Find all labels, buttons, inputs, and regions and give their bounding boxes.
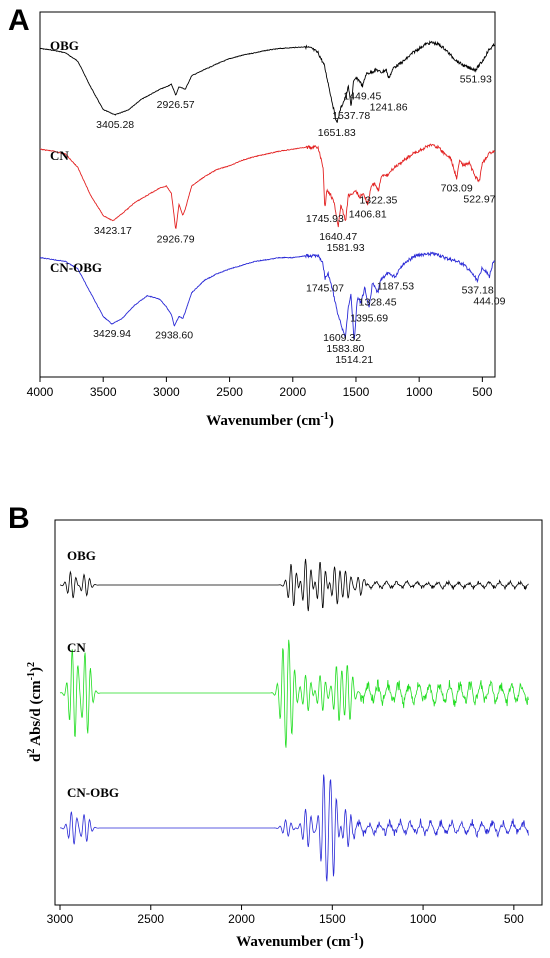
x-tick-label: 1000 (406, 385, 433, 399)
panel-b-x-ticks: 3000 2500 2000 1500 1000 500 (47, 905, 524, 926)
series-line-cn (39, 143, 496, 229)
peak-label-obg: 1241.86 (370, 102, 408, 114)
x-tick-label: 500 (504, 912, 524, 926)
peak-label-obg: 1537.78 (332, 110, 370, 122)
x-tick-label: 4000 (27, 385, 54, 399)
peak-label-cn-obg: 1395.69 (350, 313, 388, 325)
series-line-obg (39, 40, 496, 123)
peak-label-cn: 703.09 (441, 183, 473, 195)
peak-label-obg: 1651.83 (318, 127, 356, 139)
x-tick-label: 2000 (279, 385, 306, 399)
panel-b-y-axis-label: d2 Abs/d (cm-1)2 (26, 662, 44, 762)
peak-label-obg: 1449.45 (343, 91, 381, 103)
peak-label-cn: 1745.93 (306, 213, 344, 225)
peak-label-obg: 551.93 (460, 74, 492, 86)
second-derivative-line-cn-obg (60, 774, 529, 882)
peak-label-cn: 2926.79 (157, 233, 195, 245)
panel-b-x-axis-label: Wavenumber (cm-1) (236, 932, 364, 950)
panel-a-series-group (39, 40, 496, 340)
second-derivative-line-obg (59, 558, 529, 612)
x-tick-label: 3000 (153, 385, 180, 399)
peak-label-cn-obg: 1514.21 (335, 354, 373, 366)
x-tick-label: 500 (472, 385, 492, 399)
x-tick-label: 3500 (90, 385, 117, 399)
peak-label-cn: 522.97 (463, 194, 495, 206)
peak-label-cn-obg: 1583.80 (326, 343, 364, 355)
x-tick-label: 2500 (137, 912, 164, 926)
series-name-cn-obg: CN-OBG (67, 785, 119, 800)
panel-a-letter: A (8, 4, 30, 37)
peak-label-cn: 3423.17 (94, 225, 132, 237)
peak-label-obg: 3405.28 (96, 119, 134, 131)
x-tick-label: 2500 (216, 385, 243, 399)
panel-a-frame (39, 11, 496, 378)
panel-a: A OBG 3405.28 2926.57 1651.83 1537.78 1449.45… (8, 4, 506, 429)
peak-label-cn: 1581.93 (327, 242, 365, 254)
peak-label-cn-obg: 1187.53 (377, 280, 414, 292)
peak-label-cn-obg: 2938.60 (155, 330, 193, 342)
series-name-cn: CN (67, 640, 86, 655)
series-name-obg: OBG (67, 548, 96, 563)
panel-a-peak-labels: OBG 3405.28 2926.57 1651.83 1537.78 1449.4512… (50, 38, 506, 366)
panel-b-series-group: OBG CN CN-OBG (59, 548, 529, 882)
series-name-cn-obg: CN-OBG (50, 260, 102, 275)
panel-b-frame (54, 519, 543, 906)
peak-label-cn: 1322.35 (359, 195, 397, 207)
peak-label-obg: 2926.57 (157, 99, 195, 111)
peak-label-cn: 1406.81 (349, 208, 387, 220)
peak-label-cn-obg: 1745.07 (306, 282, 344, 294)
x-tick-label: 1000 (410, 912, 437, 926)
x-tick-label: 1500 (319, 912, 346, 926)
peak-label-cn-obg: 444.09 (473, 295, 505, 307)
peak-label-cn-obg: 1609.32 (323, 332, 361, 344)
x-tick-label: 3000 (47, 912, 74, 926)
panel-b: B OBG CN CN-OBG 3000 2500 2000 1500 1000 500 Wa… (8, 502, 543, 950)
x-tick-label: 2000 (228, 912, 255, 926)
x-tick-label: 1500 (343, 385, 370, 399)
series-name-obg: OBG (50, 38, 79, 53)
peak-label-cn-obg: 1328.45 (359, 297, 397, 309)
panel-b-letter: B (8, 502, 30, 535)
peak-label-cn: 1640.47 (319, 231, 357, 243)
peak-label-cn-obg: 3429.94 (93, 328, 131, 340)
panel-a-x-ticks: 4000 3500 3000 2500 2000 1500 1000 500 (27, 377, 493, 399)
panel-a-x-axis-label: Wavenumber (cm-1) (206, 411, 334, 429)
second-derivative-line-cn (59, 639, 529, 748)
peak-label-cn-obg: 537.18 (462, 284, 494, 296)
series-name-cn: CN (50, 148, 69, 163)
series-line-cn-obg (39, 251, 496, 340)
